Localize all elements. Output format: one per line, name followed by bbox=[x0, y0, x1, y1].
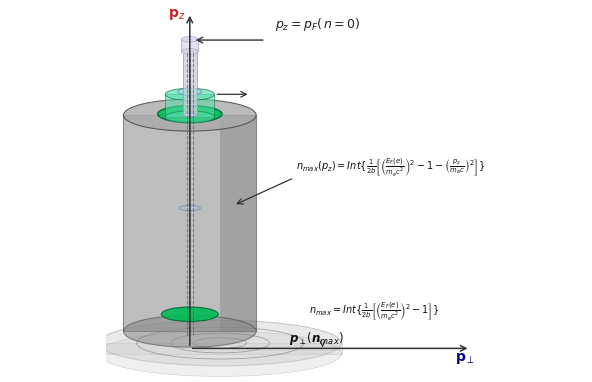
Polygon shape bbox=[182, 39, 198, 52]
Polygon shape bbox=[124, 115, 256, 331]
Text: $n_{max} = Int\{\frac{1}{2b}\left[\left(\frac{E_F(e)}{m_e c^2}\right)^2 - 1\righ: $n_{max} = Int\{\frac{1}{2b}\left[\left(… bbox=[309, 301, 439, 324]
Ellipse shape bbox=[124, 316, 256, 347]
Ellipse shape bbox=[183, 113, 197, 117]
Ellipse shape bbox=[183, 49, 197, 53]
Polygon shape bbox=[183, 51, 197, 115]
Polygon shape bbox=[220, 115, 256, 331]
Ellipse shape bbox=[165, 111, 214, 123]
Ellipse shape bbox=[165, 88, 214, 100]
Ellipse shape bbox=[182, 49, 198, 54]
Polygon shape bbox=[165, 94, 214, 117]
Ellipse shape bbox=[157, 106, 222, 122]
Ellipse shape bbox=[99, 320, 342, 366]
Text: $n_{max}(p_z) = Int\{\frac{1}{2b}\left[\left(\frac{E_F(e)}{m_e c^2}\right)^2 - 1: $n_{max}(p_z) = Int\{\frac{1}{2b}\left[\… bbox=[296, 157, 485, 179]
Text: $\mathbf{p}_{\perp}$: $\mathbf{p}_{\perp}$ bbox=[455, 351, 475, 366]
Text: $p_z = p_F(\, n = 0)$: $p_z = p_F(\, n = 0)$ bbox=[275, 16, 361, 33]
Polygon shape bbox=[99, 343, 342, 354]
Ellipse shape bbox=[162, 307, 218, 321]
Ellipse shape bbox=[182, 37, 198, 42]
Ellipse shape bbox=[99, 331, 342, 376]
Text: $\mathbf{p}_z$: $\mathbf{p}_z$ bbox=[168, 7, 185, 22]
Ellipse shape bbox=[124, 99, 256, 131]
Text: $\boldsymbol{p}_{\perp}(\boldsymbol{n}_{max})$: $\boldsymbol{p}_{\perp}(\boldsymbol{n}_{… bbox=[289, 330, 345, 347]
